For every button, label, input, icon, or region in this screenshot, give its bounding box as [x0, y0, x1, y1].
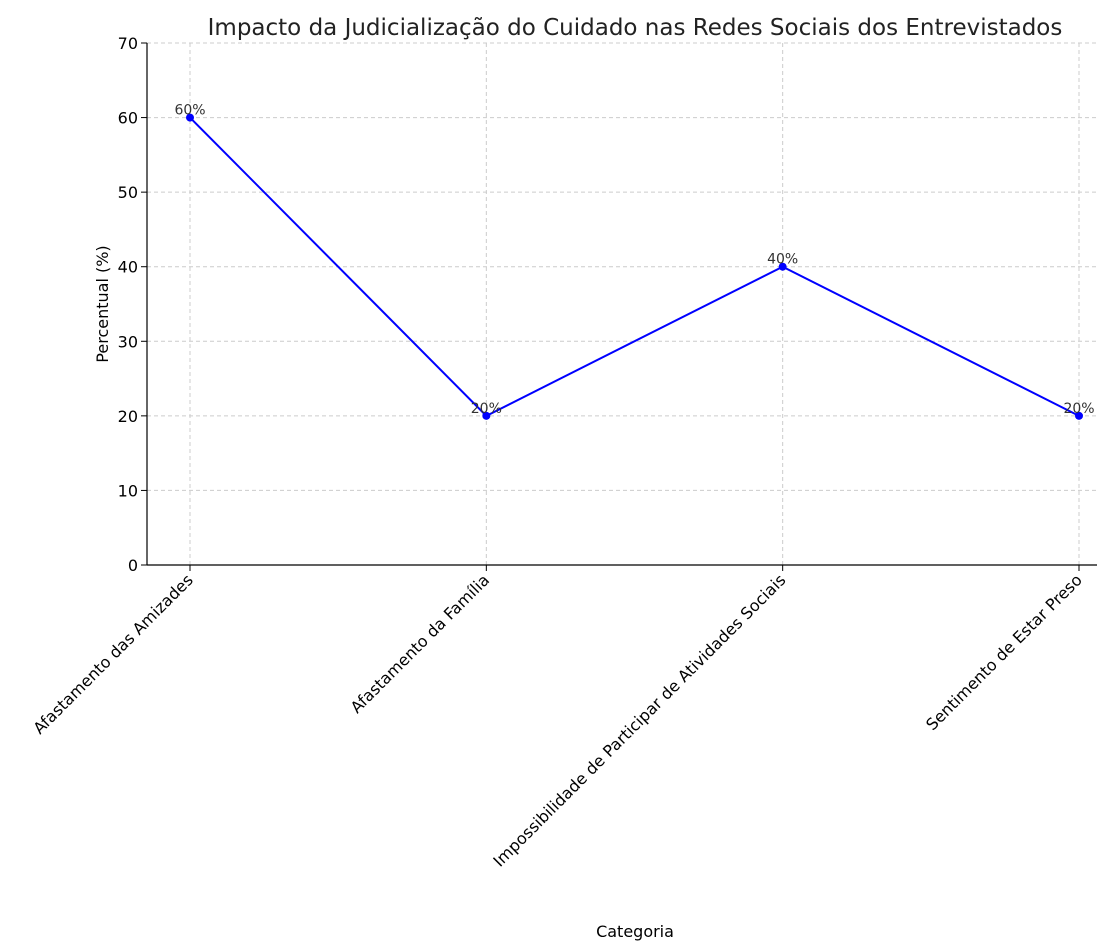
- series-layer: 60% 20% 40% 20%: [174, 103, 1095, 420]
- x-tick-label: Impossibilidade de Participar de Ativida…: [489, 570, 789, 870]
- y-tick-label: 50: [118, 183, 138, 202]
- grid: [147, 42, 1097, 566]
- y-tick-label: 20: [118, 407, 138, 426]
- data-label: 60%: [174, 103, 205, 119]
- y-tick-label: 60: [118, 109, 138, 128]
- x-axis-title: Categoria: [596, 922, 674, 941]
- data-point: [482, 411, 491, 420]
- data-point: [1075, 411, 1083, 420]
- data-label: 40%: [767, 252, 798, 268]
- y-tick-label: 0: [128, 556, 138, 575]
- data-point: [186, 113, 194, 122]
- y-tick-label: 10: [118, 481, 138, 500]
- data-point: [778, 262, 787, 271]
- y-tick-label: 70: [118, 34, 138, 53]
- x-tick-label: Afastamento das Amizades: [29, 570, 196, 737]
- x-tick-label: Afastamento da Família: [347, 570, 494, 717]
- chart-title: Impacto da Judicialização do Cuidado nas…: [208, 15, 1063, 41]
- x-tick-label: Sentimento de Estar Preso: [922, 570, 1086, 734]
- data-label: 20%: [1063, 401, 1094, 417]
- series-line: [189, 116, 1080, 418]
- y-tick-label: 40: [118, 258, 138, 277]
- data-label: 20%: [471, 401, 502, 417]
- y-axis-title: Percentual (%): [93, 245, 112, 362]
- y-tick-label: 30: [118, 332, 138, 351]
